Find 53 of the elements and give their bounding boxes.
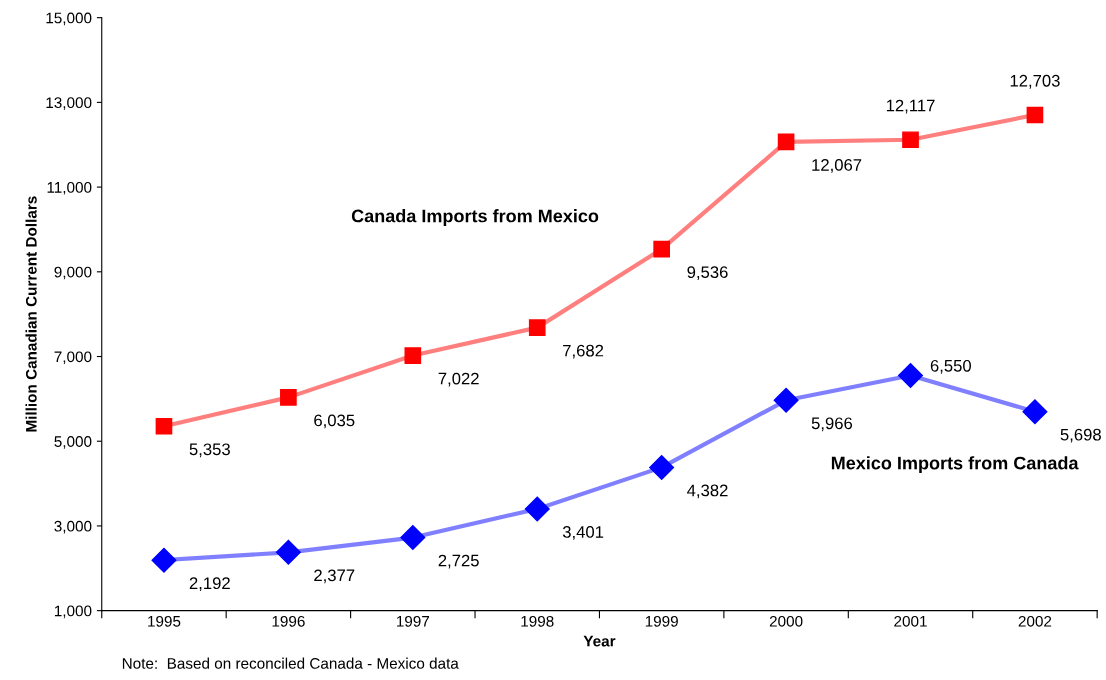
point <box>524 496 550 522</box>
x-tick-label: 1998 <box>521 615 554 627</box>
point <box>280 389 297 406</box>
y-tick-label: 3,000 <box>54 520 92 534</box>
data-label: 12,067 <box>812 159 862 173</box>
point <box>902 131 919 149</box>
data-label: 12,117 <box>886 99 935 114</box>
y-tick-label: 9,000 <box>54 266 92 280</box>
data-label: 2,377 <box>314 569 355 584</box>
text: Mexico Imports from Canada <box>831 456 1079 474</box>
x-tick-label: 1996 <box>272 615 305 627</box>
y-tick-label: 1,000 <box>54 605 92 619</box>
data-label: 4,382 <box>687 484 728 499</box>
y-axis-title: Million Canadian Current Dollars <box>25 196 37 432</box>
data-label: 7,022 <box>438 372 479 387</box>
x-tick-label: 2002 <box>1018 615 1052 627</box>
data-label: 3,401 <box>562 526 604 540</box>
text: Note: Based on reconciled Canada - Mexico data <box>122 657 459 669</box>
y-tick-label: 13,000 <box>46 97 92 110</box>
data-label: 5,698 <box>1060 428 1101 443</box>
point <box>1022 399 1048 425</box>
data-label: 7,682 <box>563 344 604 359</box>
x-tick-label: 2000 <box>769 615 803 627</box>
data-label: 2,192 <box>189 577 230 592</box>
x-tick-label: 1995 <box>148 615 181 627</box>
data-label: 9,536 <box>687 266 728 280</box>
data-label: 2,725 <box>438 554 479 569</box>
point <box>898 363 923 389</box>
point <box>404 347 422 364</box>
point <box>155 417 173 435</box>
point <box>275 539 301 565</box>
y-tick-label: 11,000 <box>47 181 92 195</box>
data-label: 6,035 <box>314 414 355 429</box>
y-tick-label: 15,000 <box>46 12 92 26</box>
data-label: 5,353 <box>189 443 230 458</box>
point <box>400 525 426 551</box>
point <box>649 454 675 480</box>
x-tick-label: 2001 <box>894 615 927 627</box>
x-tick-label: 1999 <box>645 615 678 627</box>
data-label: 12,703 <box>1010 74 1060 89</box>
point <box>151 547 177 573</box>
x-tick-label: 1997 <box>396 615 430 627</box>
point <box>773 387 799 413</box>
text: Canada Imports from Mexico <box>351 209 599 226</box>
x-axis-title: Year <box>583 635 616 647</box>
point <box>653 240 670 258</box>
y-tick-label: 5,000 <box>54 436 92 449</box>
y-tick-label: 7,000 <box>54 351 92 365</box>
data-label: 5,966 <box>811 417 853 432</box>
point <box>777 133 795 151</box>
point <box>528 319 546 336</box>
point <box>1026 106 1044 124</box>
data-label: 6,550 <box>930 359 972 374</box>
